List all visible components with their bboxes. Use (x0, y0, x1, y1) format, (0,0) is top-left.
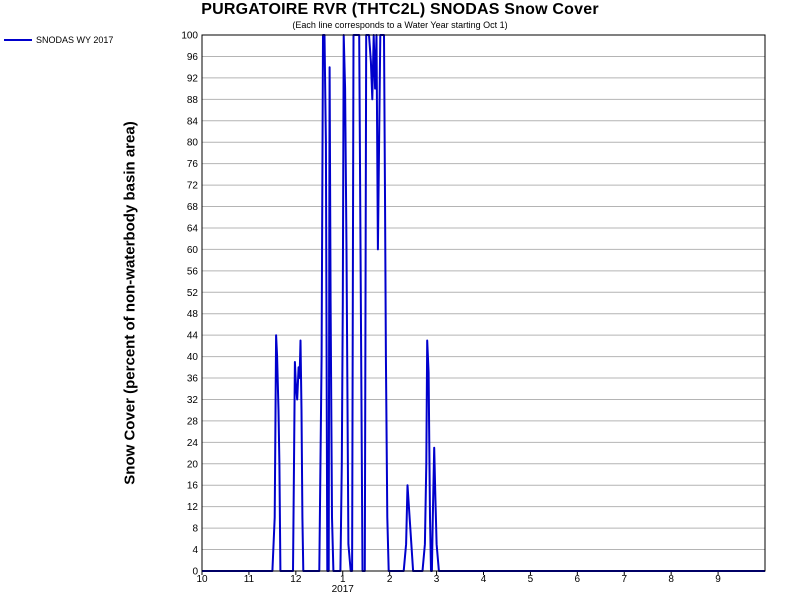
x-tick-label: 10 (196, 574, 208, 585)
y-tick-label: 76 (187, 159, 199, 170)
y-tick-label: 8 (192, 524, 198, 535)
y-tick-label: 36 (187, 374, 199, 385)
y-tick-label: 60 (187, 245, 199, 256)
y-tick-label: 64 (187, 223, 199, 234)
x-tick-label: 4 (481, 574, 487, 585)
x-tick-label: 9 (715, 574, 721, 585)
y-tick-label: 84 (187, 116, 199, 127)
x-tick-label: 2 (387, 574, 393, 585)
chart-subtitle: (Each line corresponds to a Water Year s… (292, 20, 508, 30)
y-tick-label: 92 (187, 73, 199, 84)
x-tick-label: 7 (621, 574, 627, 585)
y-tick-label: 4 (192, 545, 198, 556)
y-tick-label: 80 (187, 138, 199, 149)
legend-label: SNODAS WY 2017 (36, 35, 114, 45)
y-tick-label: 96 (187, 52, 199, 63)
x-ticks: 10 11 12 1 2 3 4 5 6 7 8 9 (196, 571, 721, 585)
legend-swatch (4, 39, 32, 41)
y-tick-label: 28 (187, 416, 199, 427)
y-tick-label: 32 (187, 395, 199, 406)
x-tick-label: 11 (244, 574, 255, 585)
y-tick-label: 40 (187, 352, 199, 363)
y-tick-label: 44 (187, 331, 199, 342)
series (202, 34, 765, 572)
y-ticks: 0481216202428323640444852566064687276808… (181, 31, 198, 578)
y-tick-label: 72 (187, 181, 199, 192)
x-tick-label: 5 (528, 574, 534, 585)
y-tick-label: 52 (187, 288, 199, 299)
y-tick-label: 68 (187, 202, 199, 213)
legend: SNODAS WY 2017 (4, 35, 113, 45)
y-tick-label: 56 (187, 266, 199, 277)
chart-title: PURGATOIRE RVR (THTC2L) SNODAS Snow Cove… (201, 1, 599, 18)
year-label: 2017 (332, 584, 355, 595)
x-tick-label: 12 (290, 574, 302, 585)
y-tick-label: 24 (187, 438, 199, 449)
y-tick-label: 12 (187, 502, 199, 513)
grid (202, 34, 765, 572)
y-tick-label: 100 (181, 31, 198, 42)
y-tick-label: 0 (192, 567, 198, 578)
y-tick-label: 48 (187, 309, 199, 320)
x-tick-label: 8 (668, 574, 674, 585)
x-tick-label: 3 (434, 574, 440, 585)
x-tick-label: 6 (575, 574, 581, 585)
y-tick-label: 88 (187, 95, 199, 106)
y-tick-label: 16 (187, 481, 199, 492)
plot-frame (201, 34, 766, 572)
y-tick-label: 20 (187, 459, 199, 470)
x-tick-label: 1 (340, 574, 346, 585)
series-line (202, 34, 765, 572)
